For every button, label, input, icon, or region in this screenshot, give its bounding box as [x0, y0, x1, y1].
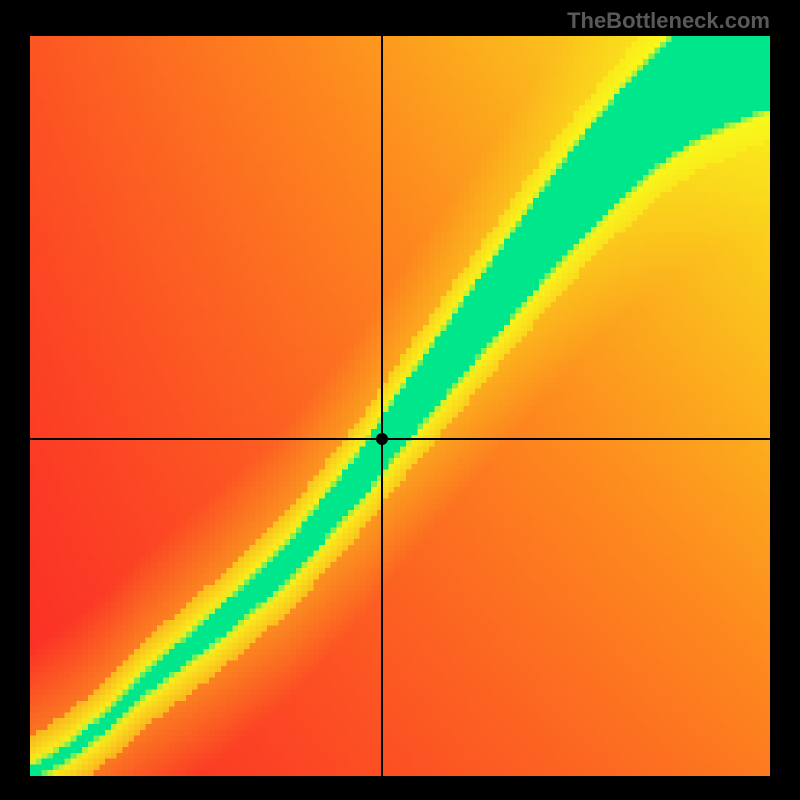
chart-container: { "watermark": { "text": "TheBottleneck.…	[0, 0, 800, 800]
watermark-text: TheBottleneck.com	[567, 8, 770, 34]
heatmap-plot	[30, 36, 770, 776]
